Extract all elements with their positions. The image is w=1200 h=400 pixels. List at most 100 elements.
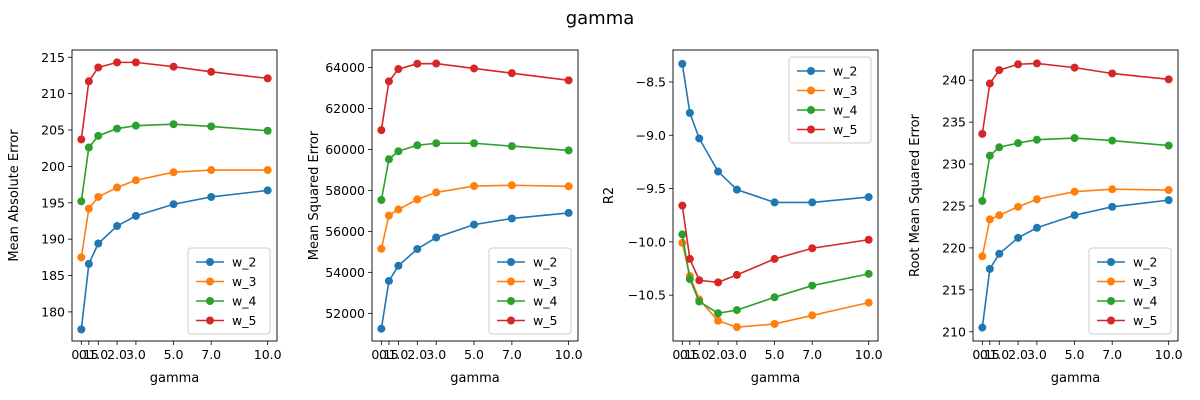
y-tick-label: 215 (942, 282, 966, 297)
x-tick-label: 1.0 (388, 347, 408, 362)
x-tick-label: 0.1 (672, 347, 692, 362)
data-point-w_5 (507, 69, 516, 78)
y-tick-label: 205 (41, 123, 65, 138)
legend-label-w_3: w_3 (1133, 274, 1157, 289)
data-point-w_3 (413, 195, 422, 204)
x-axis-label: gamma (1051, 371, 1101, 386)
x-tick-label: 10.0 (254, 347, 282, 362)
data-point-w_5 (169, 62, 178, 71)
y-tick-label: 210 (41, 86, 65, 101)
data-point-w_5 (714, 278, 723, 287)
data-point-w_5 (770, 254, 779, 263)
y-tick-label: 58000 (325, 183, 365, 198)
x-tick-label: 3.0 (727, 347, 747, 362)
legend: w_2 w_3 w_4 w_5 (187, 247, 271, 335)
legend-label-w_5: w_5 (1133, 313, 1157, 328)
data-point-w_4 (695, 297, 704, 306)
data-point-w_5 (84, 77, 93, 86)
x-tick-label: 3.0 (126, 347, 146, 362)
x-tick-label: 10.0 (855, 347, 883, 362)
y-tick-label: 52000 (325, 306, 365, 321)
data-point-w_5 (808, 244, 817, 253)
x-tick-label: 7.0 (502, 347, 522, 362)
y-axis-label: R2 (602, 187, 617, 204)
data-point-w_3 (94, 192, 103, 201)
y-tick-label: 200 (41, 159, 65, 174)
data-point-w_2 (695, 134, 704, 143)
axes-frame (71, 49, 278, 342)
x-tick-label: 10.0 (555, 347, 583, 362)
y-tick-label: 185 (41, 268, 65, 283)
y-tick-label: 180 (41, 304, 65, 319)
series-line-w_4 (380, 142, 569, 201)
legend-box (187, 247, 271, 335)
x-tick-label: 3.0 (1027, 347, 1047, 362)
subplot-1: 0.10.51.02.03.0 5.0 7.0 10.0 180 185 190 195 200… (7, 49, 282, 386)
x-axis-label: gamma (150, 371, 200, 386)
data-point-w_5 (94, 63, 103, 72)
y-tick-label: 240 (942, 73, 966, 88)
data-point-w_4 (1070, 134, 1079, 143)
data-point-w_2 (432, 233, 441, 242)
data-point-w_3 (131, 176, 140, 185)
legend: w_2 w_3 w_4 w_5 (788, 56, 872, 144)
data-point-w_5 (377, 126, 386, 135)
data-point-w_4 (678, 230, 687, 239)
data-point-w_4 (770, 293, 779, 302)
y-tick-label: −10.0 (628, 234, 666, 249)
x-tick-label: 1.0 (689, 347, 709, 362)
data-point-w_3 (978, 252, 987, 261)
data-point-w_5 (685, 254, 694, 263)
data-point-w_4 (207, 122, 216, 131)
axes-frame (672, 49, 879, 342)
data-point-w_5 (978, 129, 987, 138)
data-point-w_2 (94, 239, 103, 248)
series-line-w_4 (80, 123, 268, 202)
data-point-w_3 (564, 182, 573, 191)
y-tick-label: 195 (41, 195, 65, 210)
legend-marker-w_4 (1107, 297, 1115, 305)
series-line-w_3 (380, 184, 569, 249)
y-tick-label: 64000 (325, 60, 365, 75)
data-point-w_3 (84, 204, 93, 213)
data-point-w_2 (1164, 196, 1173, 205)
legend-marker-w_3 (206, 277, 214, 286)
data-point-w_5 (113, 58, 122, 67)
x-tick-label: 5.0 (765, 347, 785, 362)
data-point-w_3 (77, 253, 86, 262)
data-point-w_2 (507, 214, 516, 223)
y-axis-label: Root Mean Squared Error (908, 113, 923, 277)
data-point-w_3 (714, 316, 723, 325)
data-point-w_4 (978, 196, 987, 205)
data-point-w_4 (1108, 136, 1117, 145)
data-point-w_2 (263, 186, 272, 195)
series-line-w_4 (681, 234, 869, 315)
legend-box (1088, 247, 1172, 335)
x-tick-label: 0.5 (980, 347, 1000, 362)
data-point-w_5 (864, 235, 873, 244)
data-point-w_3 (263, 166, 272, 175)
data-point-w_5 (1108, 69, 1117, 78)
data-point-w_2 (394, 261, 403, 270)
x-tick-label: 7.0 (1102, 347, 1122, 362)
x-axis-label: gamma (450, 371, 500, 386)
x-tick-label: 0.1 (371, 347, 391, 362)
legend-marker-w_2 (206, 258, 214, 266)
data-point-w_3 (432, 188, 441, 197)
data-point-w_3 (384, 211, 393, 220)
data-point-w_4 (432, 139, 441, 148)
y-tick-label: 56000 (325, 224, 365, 239)
data-point-w_5 (695, 276, 704, 285)
data-point-w_2 (113, 222, 122, 231)
data-point-w_3 (1070, 187, 1079, 196)
data-point-w_5 (131, 58, 140, 67)
x-tick-label: 5.0 (164, 347, 184, 362)
y-tick-label: 230 (942, 157, 966, 172)
data-point-w_3 (1014, 202, 1023, 211)
data-point-w_5 (207, 67, 216, 76)
series-line-w_5 (681, 205, 869, 284)
data-point-w_2 (1014, 233, 1023, 242)
legend-marker-w_5 (807, 125, 815, 134)
data-point-w_5 (413, 59, 422, 68)
